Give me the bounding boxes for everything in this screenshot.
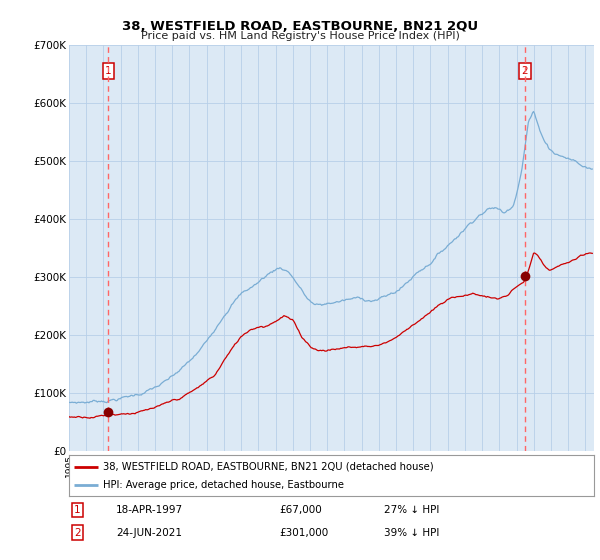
Text: 18-APR-1997: 18-APR-1997 xyxy=(116,505,184,515)
Text: 38, WESTFIELD ROAD, EASTBOURNE, BN21 2QU: 38, WESTFIELD ROAD, EASTBOURNE, BN21 2QU xyxy=(122,20,478,32)
Text: 38, WESTFIELD ROAD, EASTBOURNE, BN21 2QU (detached house): 38, WESTFIELD ROAD, EASTBOURNE, BN21 2QU… xyxy=(103,462,434,472)
Text: 27% ↓ HPI: 27% ↓ HPI xyxy=(384,505,439,515)
Text: 1: 1 xyxy=(74,505,81,515)
Text: 2: 2 xyxy=(521,66,528,76)
Text: 24-JUN-2021: 24-JUN-2021 xyxy=(116,528,182,538)
Text: £301,000: £301,000 xyxy=(279,528,328,538)
Text: Price paid vs. HM Land Registry's House Price Index (HPI): Price paid vs. HM Land Registry's House … xyxy=(140,31,460,41)
Text: 39% ↓ HPI: 39% ↓ HPI xyxy=(384,528,439,538)
Text: 2: 2 xyxy=(74,528,81,538)
Text: £67,000: £67,000 xyxy=(279,505,322,515)
Text: 1: 1 xyxy=(105,66,112,76)
Text: HPI: Average price, detached house, Eastbourne: HPI: Average price, detached house, East… xyxy=(103,480,344,491)
